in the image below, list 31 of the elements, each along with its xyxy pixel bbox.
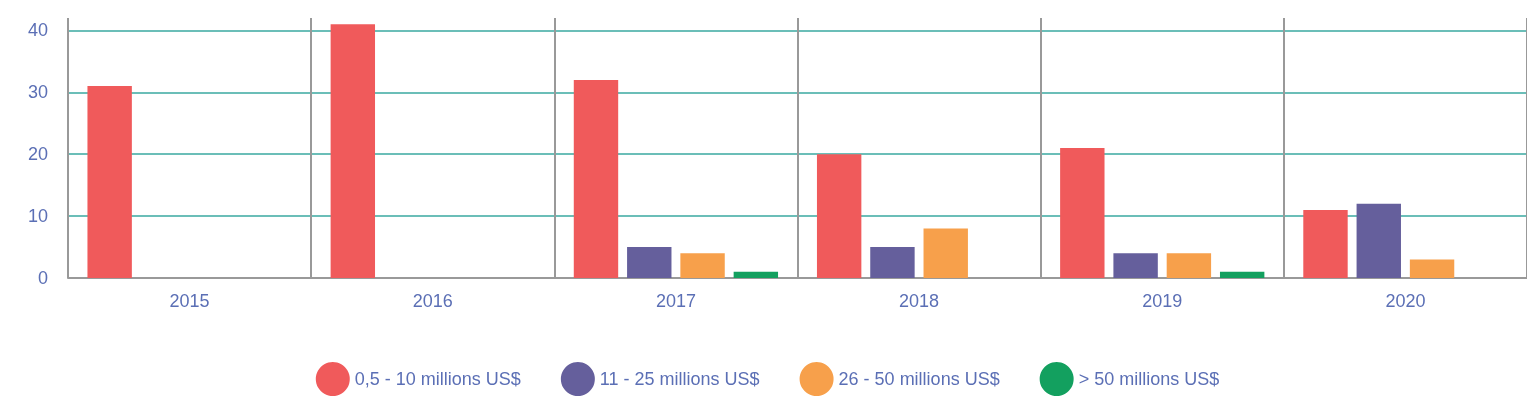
x-tick-label: 2019 xyxy=(1142,291,1183,311)
y-tick-label: 30 xyxy=(27,82,48,103)
bar xyxy=(330,24,376,278)
bar xyxy=(573,79,619,278)
y-tick-label: 40 xyxy=(27,20,48,41)
x-tick-label: 2017 xyxy=(655,291,696,311)
bar xyxy=(87,86,132,278)
bar xyxy=(627,247,672,278)
bar xyxy=(1113,253,1158,278)
bar xyxy=(733,271,779,278)
bar xyxy=(1409,259,1455,278)
x-tick-label: 2020 xyxy=(1385,291,1426,311)
legend-label: 0,5 - 10 millions US$ xyxy=(354,369,521,389)
y-tick-label: 10 xyxy=(27,206,48,227)
bar xyxy=(1166,253,1212,278)
bar xyxy=(923,228,968,278)
y-tick-label: 20 xyxy=(27,144,48,165)
x-tick-label: 2015 xyxy=(169,291,210,311)
bar xyxy=(1356,203,1401,278)
bar xyxy=(1060,148,1105,278)
y-tick-label: 0 xyxy=(37,268,48,288)
legend-label: 11 - 25 millions US$ xyxy=(599,369,760,389)
bar xyxy=(816,154,862,278)
bar xyxy=(1219,271,1265,278)
legend-label: 26 - 50 millions US$ xyxy=(838,369,1000,389)
x-tick-label: 2018 xyxy=(899,291,940,311)
bar xyxy=(1303,209,1348,278)
legend-label: > 50 millions US$ xyxy=(1078,369,1220,389)
bar xyxy=(680,253,725,278)
bar xyxy=(870,247,915,278)
x-tick-label: 2016 xyxy=(412,291,453,311)
